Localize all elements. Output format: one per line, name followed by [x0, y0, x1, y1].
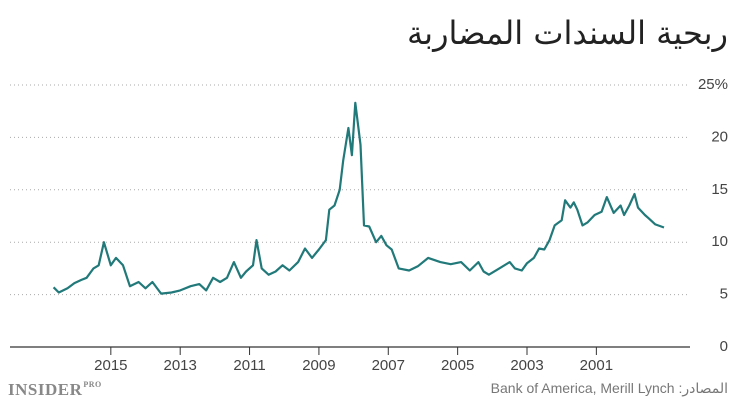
x-tick-label: 2003 [510, 357, 543, 374]
brand-sub: PRO [83, 380, 102, 389]
x-tick-label: 2015 [94, 357, 127, 374]
y-tick-label: 10 [711, 233, 728, 250]
x-tick-label: 2007 [372, 357, 405, 374]
y-tick-label: 0 [720, 338, 728, 355]
line [52, 101, 665, 295]
y-tick-label: 20 [711, 128, 728, 145]
y-tick-label: 15 [711, 181, 728, 198]
x-tick-label: 2013 [164, 357, 197, 374]
source: المصادر: Bank of America, Merill Lynch [490, 380, 728, 396]
x-tick-label: 2005 [441, 357, 474, 374]
chart-title: ربحية السندات المضاربة [407, 14, 728, 52]
x-tick-label: 2011 [233, 357, 265, 374]
brand: INSIDERPRO [8, 380, 102, 400]
x-tick-label: 2009 [302, 357, 335, 374]
y-tick-label: 5 [720, 286, 728, 303]
x-tick-label: 2001 [580, 357, 613, 374]
brand-name: INSIDER [8, 380, 83, 399]
y-tick-label: 25% [698, 76, 728, 93]
